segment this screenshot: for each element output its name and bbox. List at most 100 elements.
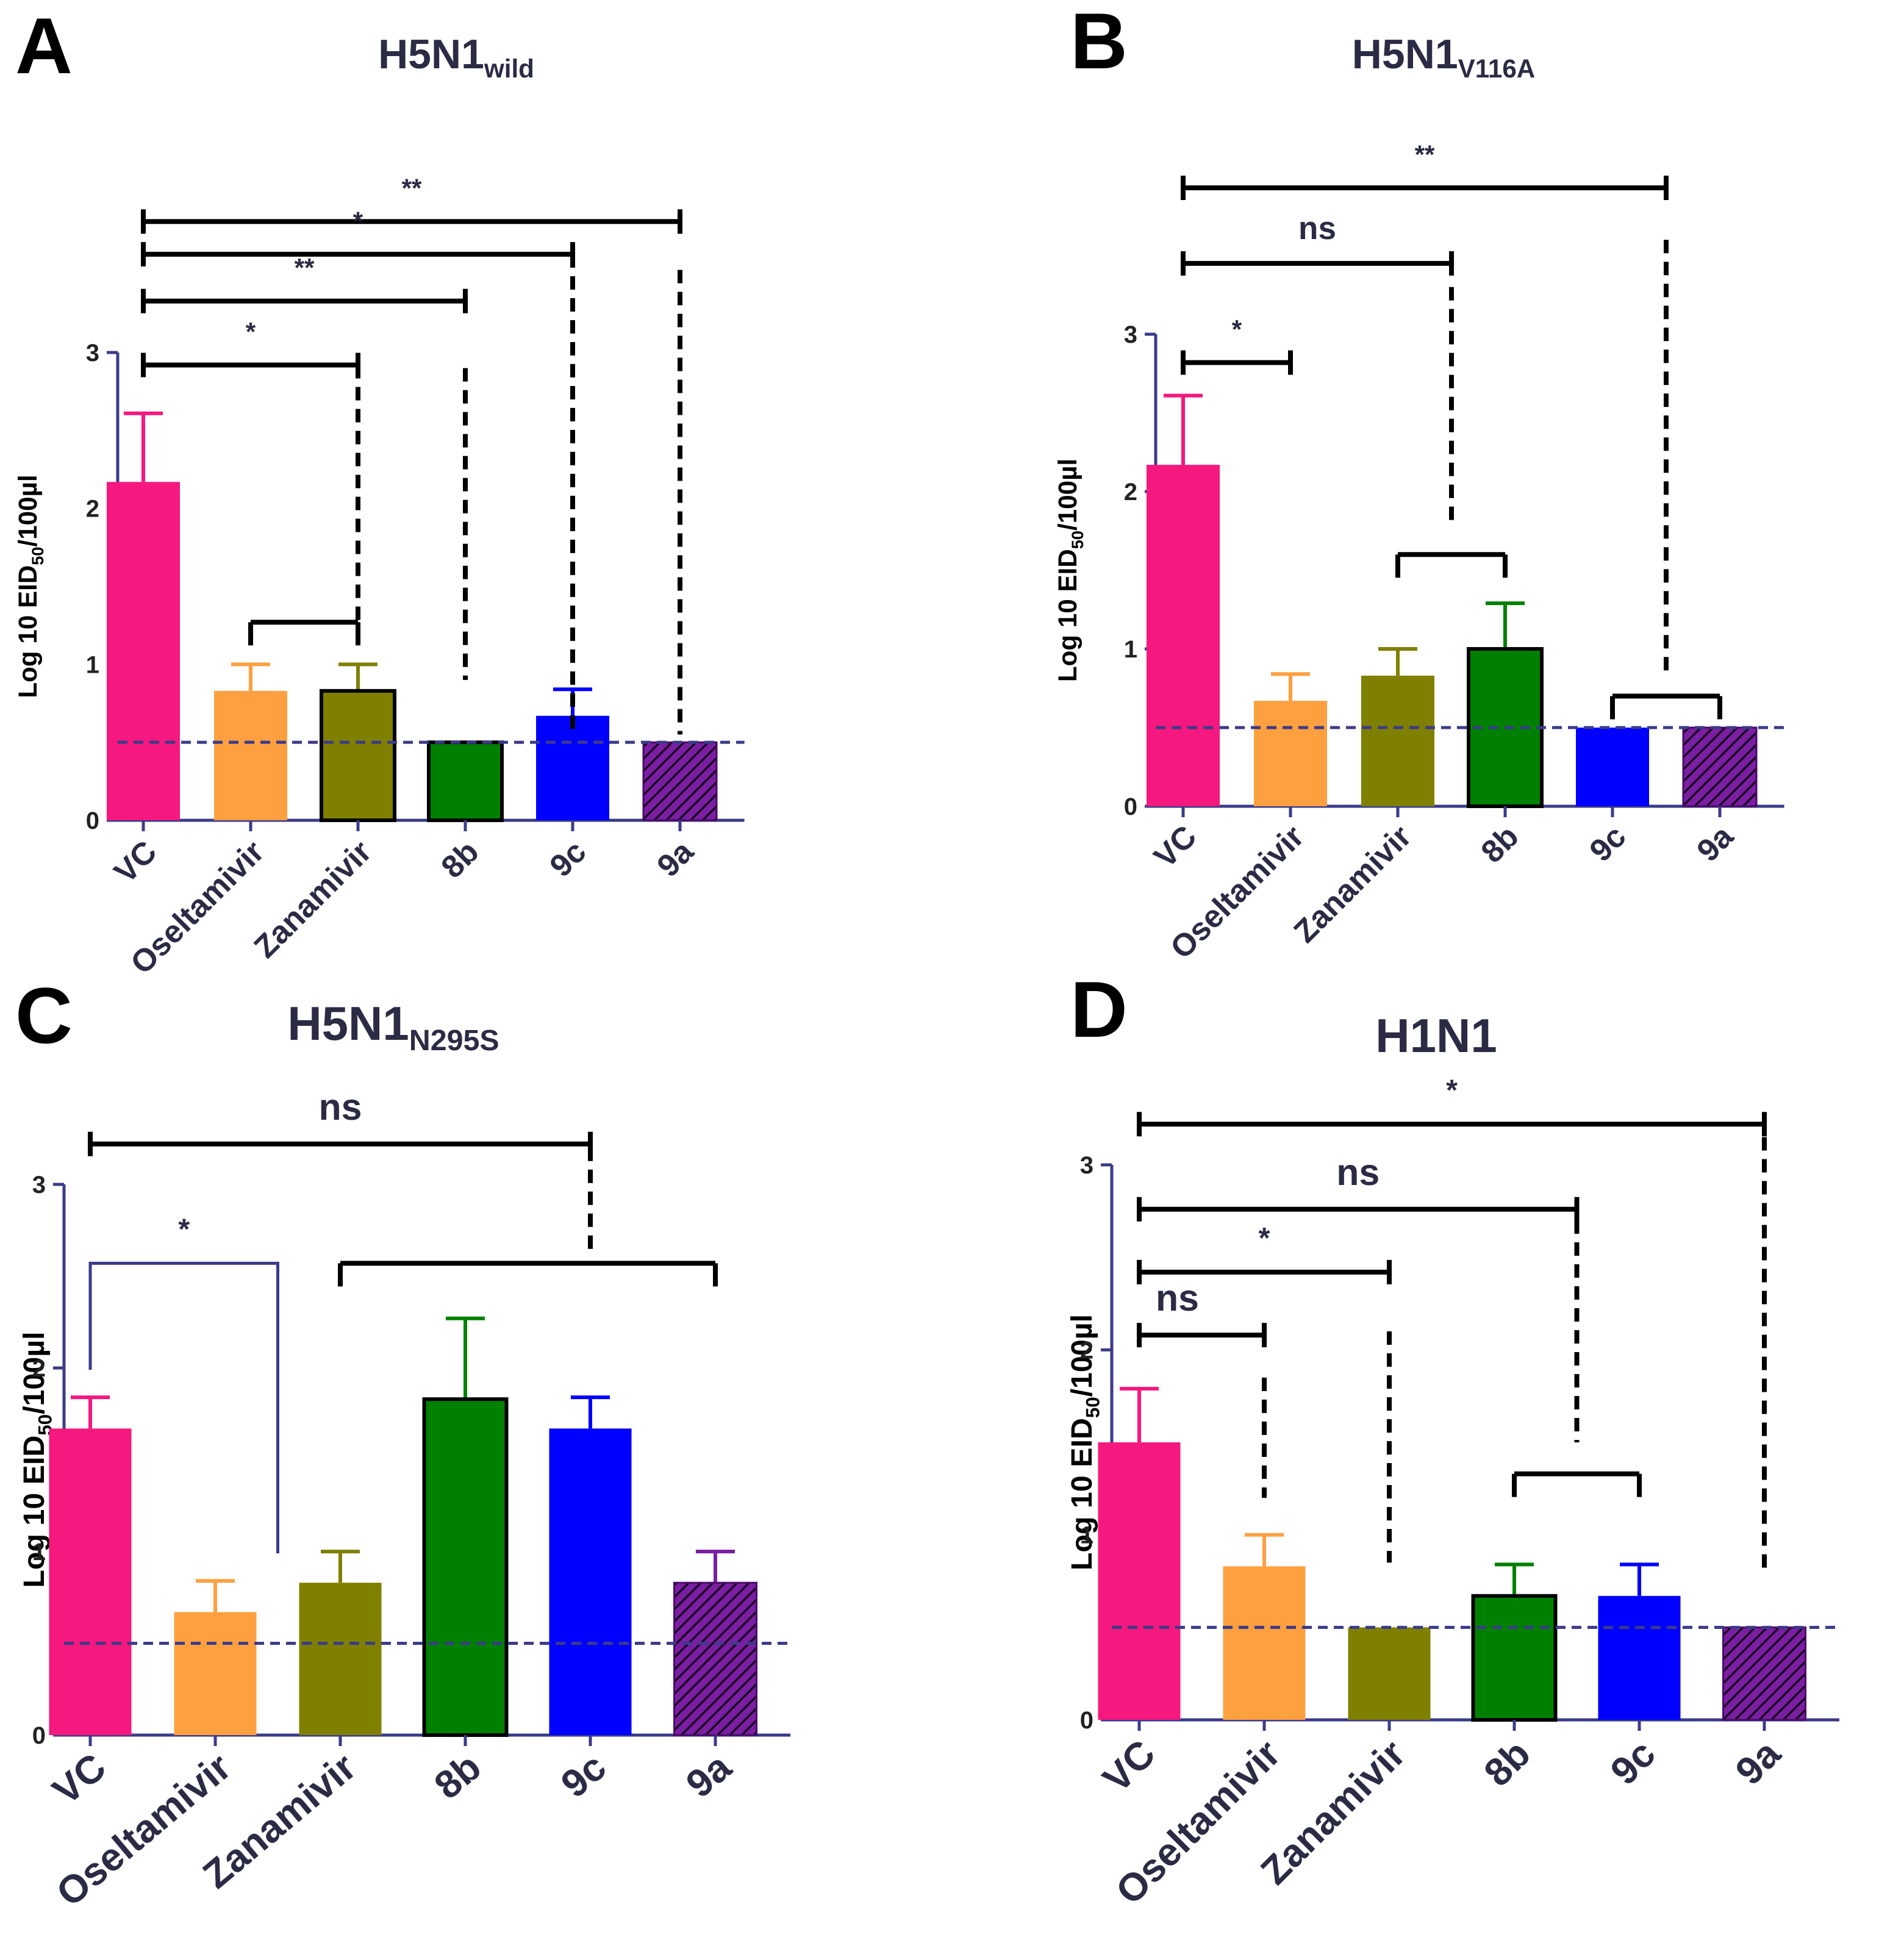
bar-8b: [1471, 1594, 1558, 1722]
y-tick-label: 3: [32, 1172, 46, 1198]
significance-label: ns: [1156, 1277, 1199, 1319]
y-axis-label-suffix: /100µl: [18, 1331, 51, 1414]
significance-bracket: ns: [88, 1086, 593, 1156]
y-tick-label: 2: [1124, 479, 1137, 506]
significance-label: ns: [319, 1086, 362, 1128]
category-label-9c: 9c: [1583, 818, 1633, 868]
bar-VC: [49, 1428, 132, 1735]
significance-label: **: [402, 174, 422, 202]
significance-bracket: *: [141, 317, 360, 378]
category-label-9a: 9a: [1727, 1731, 1789, 1794]
y-tick-label: 1: [1080, 1522, 1093, 1549]
bar-Oseltamivir: [1254, 701, 1327, 806]
significance-label: *: [1232, 315, 1242, 343]
bar-Oseltamivir: [214, 690, 287, 820]
panel-title-main: H5N1: [1352, 31, 1458, 77]
y-axis-label: Log 10 EID50/100µl: [1065, 1314, 1103, 1570]
panel-letter: A: [15, 1, 73, 90]
y-axis-label-main: Log 10 EID: [18, 1436, 51, 1588]
y-axis-label-sub: 50: [28, 546, 47, 565]
bar-9c: [1576, 728, 1649, 806]
significance-label: *: [1446, 1073, 1458, 1106]
y-axis-label-main: Log 10 EID: [1065, 1418, 1098, 1570]
significance-label: *: [1259, 1222, 1270, 1255]
panel-title-sub: wild: [484, 54, 534, 83]
category-label-Zanamivir: Zanamivir: [1287, 818, 1419, 950]
significance-label: ns: [1298, 210, 1336, 246]
y-tick-label: 3: [86, 340, 99, 367]
panel-title-sub: N295S: [409, 1024, 499, 1057]
bar-Zanamivir: [320, 689, 396, 822]
y-axis-label: Log 10 EID50/100µl: [1053, 459, 1087, 682]
significance-bracket: *: [1137, 1222, 1392, 1284]
category-label-8b: 8b: [1475, 1731, 1539, 1795]
y-tick-label: 1: [86, 651, 99, 678]
panel-title-main: H1N1: [1375, 1009, 1497, 1062]
y-tick-label: 0: [86, 807, 99, 834]
bar-Zanamivir: [1348, 1627, 1431, 1720]
significance-bracket: **: [141, 254, 468, 313]
significance-bracket: *: [88, 1212, 279, 1554]
category-label-VC: VC: [107, 834, 163, 890]
y-tick-label: 1: [1124, 636, 1137, 663]
y-tick-label: 3: [1124, 321, 1137, 348]
significance-label: *: [353, 207, 363, 235]
category-label-9c: 9c: [553, 1745, 614, 1806]
significance-label: *: [178, 1212, 190, 1245]
category-label-8b: 8b: [1475, 818, 1526, 870]
bracket-line: [88, 1261, 279, 1554]
significance-label: **: [295, 254, 315, 282]
panel-title: H1N1: [1375, 1009, 1497, 1062]
bar-9c: [536, 715, 609, 820]
bar-9c: [549, 1428, 632, 1735]
significance-label: *: [246, 317, 256, 346]
y-tick-label: 1: [32, 1539, 46, 1566]
panel-title: H5N1wild: [378, 31, 534, 83]
panel-title-main: H5N1: [378, 31, 484, 77]
bar-VC: [1098, 1442, 1181, 1720]
category-label-VC: VC: [45, 1745, 114, 1813]
category-label-9c: 9c: [1602, 1731, 1664, 1793]
significance-bracket: ns: [1137, 1151, 1580, 1222]
panel-title: H5N1V116A: [1352, 31, 1535, 83]
bar-9c: [1598, 1595, 1681, 1720]
significance-label: ns: [1336, 1151, 1380, 1193]
y-axis-label-sub: 50: [1082, 1397, 1103, 1418]
y-tick-label: 0: [1080, 1707, 1093, 1734]
y-axis-label-suffix: /100µl: [13, 474, 42, 546]
panel-letter: B: [1070, 0, 1128, 85]
y-tick-label: 2: [32, 1355, 46, 1382]
bar-Zanamivir: [299, 1583, 382, 1735]
significance-bracket: *: [1137, 1073, 1767, 1137]
category-label-8b: 8b: [426, 1745, 489, 1808]
category-label-8b: 8b: [435, 834, 486, 885]
bar-Oseltamivir: [1223, 1566, 1306, 1720]
y-axis-label: Log 10 EID50/100µl: [18, 1331, 55, 1588]
y-axis-label-suffix: /100µl: [1053, 459, 1082, 531]
bar-9a: [1722, 1626, 1806, 1721]
bar-Zanamivir: [1361, 675, 1434, 806]
significance-bracket: **: [141, 174, 682, 234]
panel-title-main: H5N1: [287, 997, 409, 1050]
y-tick-label: 2: [1080, 1337, 1093, 1364]
bar-VC: [1147, 465, 1220, 806]
category-label-VC: VC: [1147, 818, 1203, 875]
panel-letter: D: [1070, 965, 1128, 1054]
y-axis-label-sub: 50: [1068, 531, 1087, 549]
y-axis-label: Log 10 EID50/100µl: [13, 474, 47, 698]
category-label-Zanamivir: Zanamivir: [248, 834, 379, 965]
category-label-VC: VC: [1094, 1731, 1164, 1801]
bar-VC: [107, 482, 180, 820]
panel-title-sub: V116A: [1458, 54, 1536, 83]
significance-bracket: *: [1181, 315, 1293, 375]
panel-title: H5N1N295S: [287, 997, 499, 1057]
bar-8b: [422, 1397, 509, 1737]
panel-letter: C: [15, 971, 73, 1060]
significance-label: **: [1415, 140, 1435, 169]
category-label-9c: 9c: [543, 834, 593, 884]
